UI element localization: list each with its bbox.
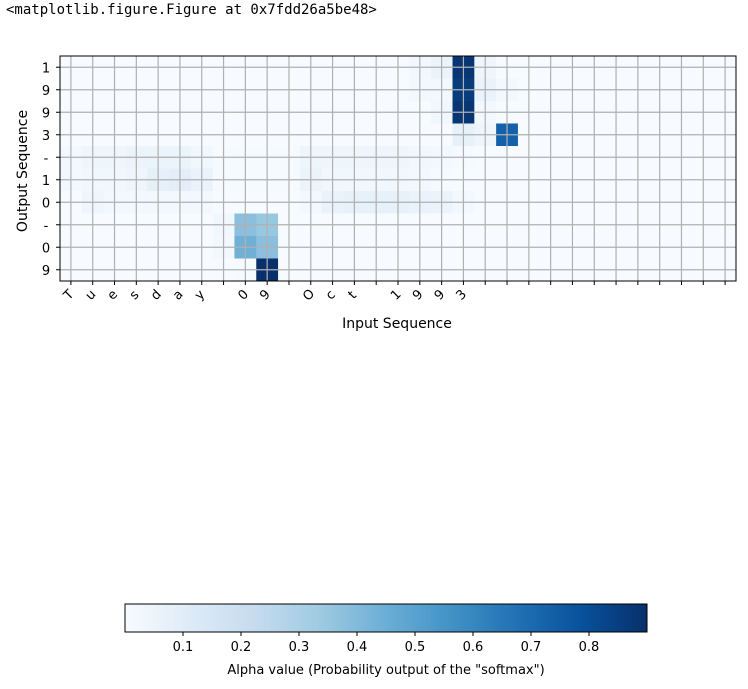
x-tick-label: T — [60, 287, 77, 304]
x-tick-label: y — [192, 287, 208, 303]
colorbar-tick-label: 0.6 — [463, 640, 484, 655]
colorbar-tick-label: 0.5 — [405, 640, 426, 655]
colorbar-tick-label: 0.8 — [579, 640, 600, 655]
y-tick-label: 1 — [42, 174, 50, 189]
colorbar-tick-label: 0.2 — [231, 640, 252, 655]
x-tick-label: t — [346, 288, 360, 302]
x-tick-label: 9 — [257, 287, 273, 303]
x-tick-label: s — [127, 287, 143, 303]
heatmap-gridlines — [60, 56, 736, 281]
y-tick-label: 9 — [42, 84, 50, 99]
y-tick-label: - — [44, 151, 49, 166]
x-tick-label: 9 — [410, 287, 426, 303]
x-tick-label: d — [148, 287, 164, 303]
y-axis-label: Output Sequence — [15, 110, 31, 232]
y-tick-label: 0 — [42, 196, 50, 211]
y-axis-ticks: 1 9 9 3 - 1 0 - 0 9 — [42, 61, 60, 279]
figure-repr-output: <matplotlib.figure.Figure at 0x7fdd26a5b… — [6, 2, 377, 18]
colorbar-ticks: 0.1 0.2 0.3 0.4 0.5 0.6 0.7 0.8 — [173, 632, 600, 655]
y-tick-label: 9 — [42, 106, 50, 121]
x-tick-label: 0 — [235, 287, 251, 303]
colorbar-tick-label: 0.1 — [173, 640, 194, 655]
colorbar-tick-label: 0.7 — [521, 640, 542, 655]
y-tick-label: - — [44, 219, 49, 234]
y-tick-label: 9 — [42, 264, 50, 279]
x-tick-label: 3 — [454, 287, 470, 303]
y-tick-label: 1 — [42, 61, 50, 76]
x-axis-label: Input Sequence — [342, 316, 452, 332]
x-tick-label: u — [83, 287, 99, 303]
x-tick-label: e — [105, 287, 121, 303]
x-tick-label: c — [323, 288, 339, 304]
x-tick-label: 1 — [388, 287, 404, 303]
x-tick-label: a — [170, 287, 186, 303]
x-tick-label: O — [300, 286, 318, 304]
y-tick-label: 0 — [42, 241, 50, 256]
colorbar-tick-label: 0.3 — [289, 640, 310, 655]
colorbar-tick-label: 0.4 — [347, 640, 368, 655]
colorbar-label: Alpha value (Probability output of the "… — [227, 663, 544, 678]
colorbar — [124, 603, 648, 633]
x-tick-label: 9 — [432, 287, 448, 303]
y-tick-label: 3 — [42, 129, 50, 144]
